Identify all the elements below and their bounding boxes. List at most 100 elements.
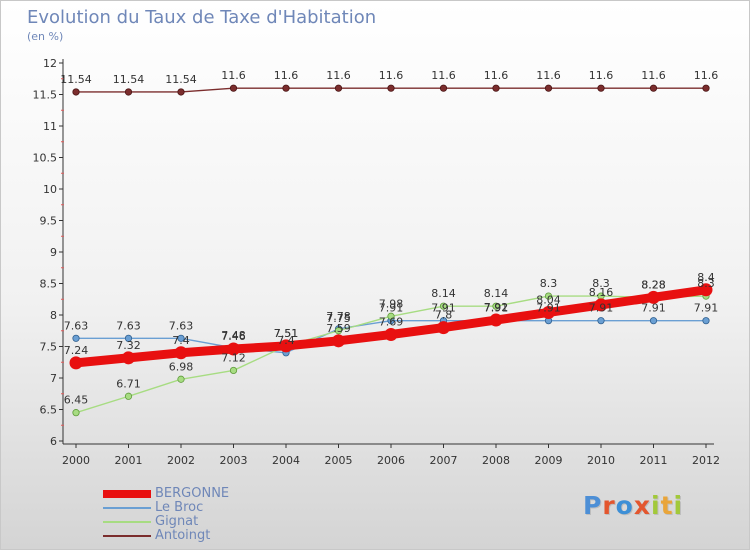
data-point-antoingt — [439, 84, 448, 92]
data-point-bergonne — [122, 351, 135, 365]
data-point-antoingt — [649, 84, 658, 92]
chart-axes: 6 6.5 7 7.5 8 8.5 9 9.5 10 10.5 11 11.5 12 2000 2001 20… — [33, 57, 721, 467]
x-tick-label: 2005 — [325, 454, 353, 467]
data-label-antoingt: 11.6 — [326, 69, 351, 82]
data-label-antoingt: 11.6 — [694, 69, 719, 82]
x-tick-label: 2004 — [272, 454, 300, 467]
data-label-le-broc: 7.63 — [64, 319, 89, 332]
logo-letter: o — [615, 491, 634, 520]
data-label-antoingt: 11.6 — [484, 69, 509, 82]
chart-title: Evolution du Taux de Taxe d'Habitation — [27, 7, 377, 28]
data-label-gignat: 7.75 — [326, 312, 351, 325]
data-label-gignat: 6.45 — [64, 394, 89, 407]
data-point-gignat — [544, 292, 553, 300]
data-label-le-broc: 7.4 — [277, 334, 295, 347]
data-point-antoingt — [72, 88, 80, 96]
data-label-antoingt: 11.6 — [379, 69, 404, 82]
data-label-bergonne: 8.04 — [536, 293, 561, 306]
data-point-antoingt — [544, 84, 553, 92]
data-label-le-broc: 7.91 — [536, 302, 561, 315]
data-label-gignat: 8.14 — [484, 287, 509, 300]
data-label-antoingt: 11.6 — [536, 69, 561, 82]
legend-swatch-antoingt — [103, 535, 151, 537]
legend-swatch-gignat — [103, 521, 151, 523]
data-label-gignat: 8.28 — [641, 278, 666, 291]
data-label-bergonne: 7.69 — [379, 316, 404, 329]
data-point-bergonne — [69, 356, 83, 370]
y-tick-label: 10.5 — [33, 152, 58, 165]
data-point-bergonne — [699, 283, 713, 297]
data-label-gignat: 6.98 — [169, 360, 194, 373]
data-label-bergonne: 7.46 — [221, 330, 246, 343]
legend-item-bergonne: BERGONNE — [99, 486, 299, 501]
data-label-gignat: 8.3 — [592, 277, 610, 290]
data-label-le-broc: 7.48 — [221, 329, 246, 342]
data-label-antoingt: 11.6 — [274, 69, 299, 82]
legend-item-gignat: Gignat — [99, 514, 299, 529]
data-point-le-broc — [702, 317, 710, 325]
data-point-gignat — [72, 409, 80, 417]
data-labels-layer: 11.54 11.54 11.54 11.6 11.6 11.6 11.6 11.6 11.6 1… — [60, 69, 718, 406]
x-tick-label: 2001 — [115, 454, 143, 467]
x-tick-label: 2008 — [482, 454, 510, 467]
legend-label-bergonne: BERGONNE — [155, 486, 230, 501]
data-label-antoingt: 11.54 — [113, 73, 145, 86]
legend-item-le-broc: Le Broc — [99, 500, 299, 515]
logo-letter: i — [651, 491, 661, 520]
data-label-antoingt: 11.54 — [60, 73, 92, 86]
legend-item-antoingt: Antoingt — [99, 528, 299, 543]
data-label-bergonne: 8.28 — [641, 278, 666, 291]
legend-label-antoingt: Antoingt — [155, 528, 211, 543]
data-label-bergonne: 7.8 — [435, 309, 453, 322]
data-label-antoingt: 11.6 — [431, 69, 456, 82]
data-label-bergonne: 8.16 — [589, 286, 614, 299]
data-point-le-broc — [177, 334, 185, 342]
data-label-gignat: 8.3 — [697, 277, 715, 290]
data-label-le-broc: 7.91 — [694, 302, 719, 315]
y-tick-label: 8.5 — [40, 278, 58, 291]
data-point-antoingt — [177, 88, 185, 96]
x-tick-label: 2003 — [220, 454, 248, 467]
y-tick-label: 9.5 — [40, 215, 58, 228]
chart-legend: BERGONNE Le Broc Gignat Antoingt — [99, 486, 299, 543]
data-point-gignat — [387, 312, 395, 320]
data-point-bergonne — [279, 339, 293, 353]
x-tick-label: 2011 — [640, 454, 668, 467]
data-point-antoingt — [229, 84, 238, 92]
y-tick-label: 11.5 — [33, 89, 58, 102]
data-label-bergonne: 7.4 — [172, 334, 190, 347]
data-point-gignat — [492, 302, 500, 310]
logo-letter: P — [583, 491, 603, 520]
x-tick-label: 2006 — [377, 454, 405, 467]
data-label-le-broc: 7.91 — [431, 302, 456, 315]
data-label-gignat: 6.71 — [116, 377, 141, 390]
data-point-le-broc — [597, 317, 605, 325]
logo-letter: t — [660, 491, 674, 520]
data-label-gignat: 7.51 — [274, 327, 299, 340]
y-tick-label: 7.5 — [40, 341, 58, 354]
data-label-gignat: 8.3 — [540, 277, 558, 290]
data-point-antoingt — [387, 84, 395, 92]
data-label-le-broc: 7.78 — [326, 310, 351, 323]
data-label-gignat: 7.98 — [379, 297, 404, 310]
data-label-bergonne: 7.32 — [116, 339, 141, 352]
data-label-le-broc: 7.91 — [379, 302, 404, 315]
x-tick-label: 2000 — [62, 454, 90, 467]
data-label-le-broc: 7.63 — [116, 319, 141, 332]
data-point-le-broc — [72, 334, 80, 342]
x-tick-label: 2007 — [430, 454, 458, 467]
y-tick-label: 11 — [43, 120, 57, 133]
data-point-antoingt — [124, 88, 133, 96]
data-point-bergonne — [384, 328, 398, 342]
data-label-antoingt: 11.6 — [641, 69, 666, 82]
data-label-antoingt: 11.6 — [221, 69, 246, 82]
data-label-antoingt: 11.6 — [589, 69, 614, 82]
legend-label-le-broc: Le Broc — [155, 500, 204, 515]
data-point-le-broc — [124, 334, 133, 342]
legend-swatch-bergonne — [103, 490, 151, 498]
x-tick-label: 2010 — [587, 454, 615, 467]
data-point-antoingt — [702, 84, 710, 92]
data-point-bergonne — [227, 342, 240, 356]
